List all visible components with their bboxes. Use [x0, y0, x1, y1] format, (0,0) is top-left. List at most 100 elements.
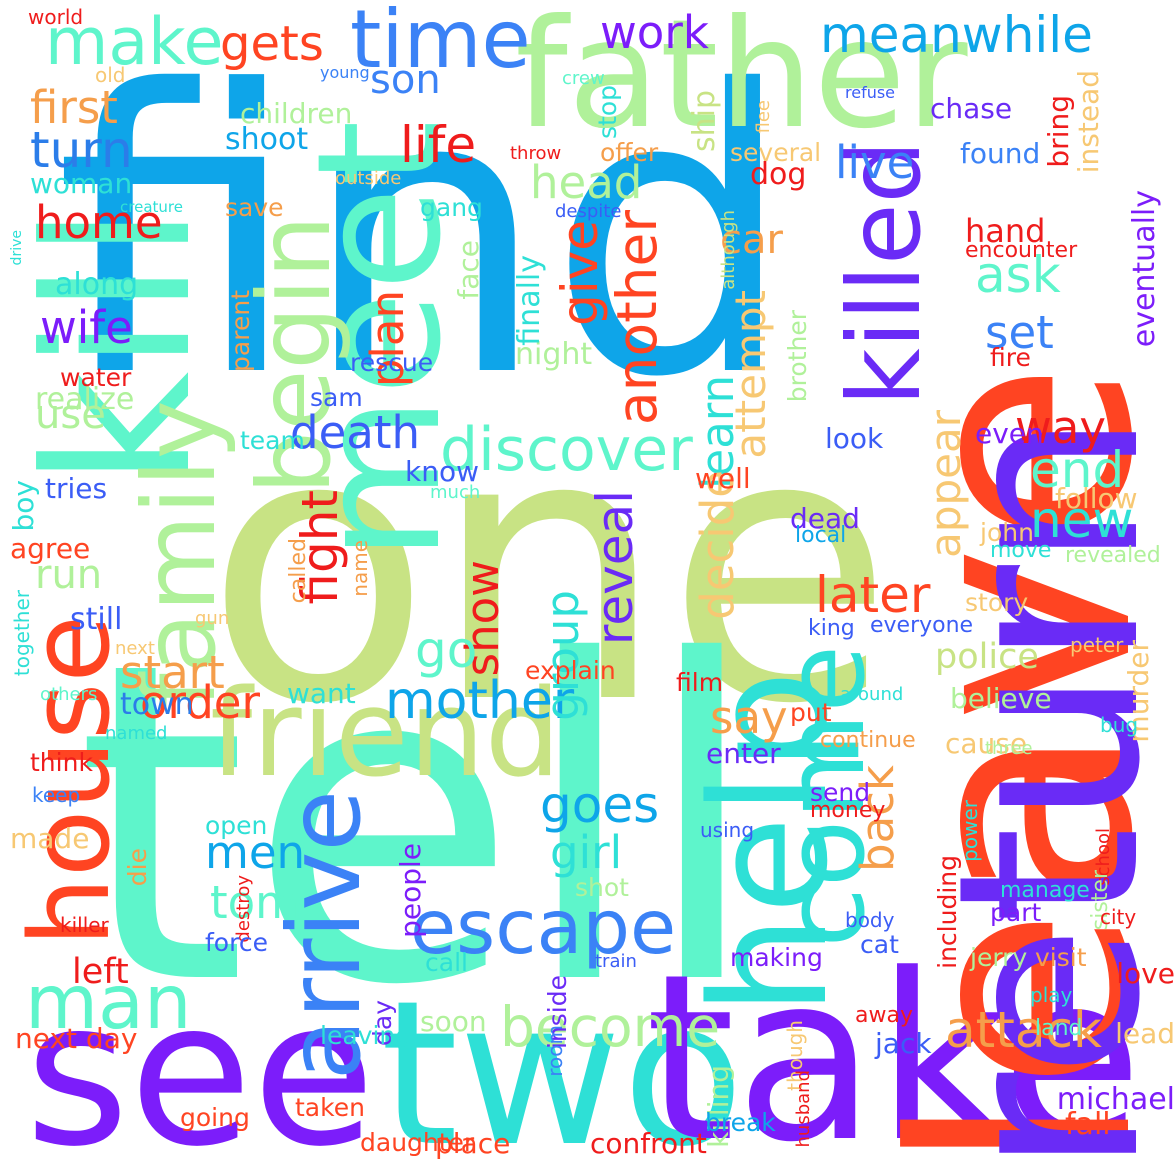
word: three — [985, 738, 1033, 759]
word: open — [205, 811, 268, 840]
word: film — [676, 668, 724, 697]
word: stop — [593, 85, 622, 139]
word: local — [795, 523, 847, 548]
word: go — [415, 621, 478, 679]
word: think — [30, 748, 93, 777]
word: gang — [420, 193, 483, 222]
word: save — [225, 193, 284, 222]
word: called — [286, 538, 311, 604]
word: leaving — [320, 1021, 412, 1050]
word: despite — [555, 201, 622, 222]
word: creature — [120, 198, 183, 216]
word: world — [28, 5, 84, 29]
word: together — [10, 590, 34, 677]
word: brother — [783, 310, 812, 403]
word: tom — [210, 876, 300, 929]
word: ship — [687, 90, 722, 153]
word: find — [55, 8, 796, 462]
word: still — [70, 602, 123, 637]
word: made — [10, 822, 90, 855]
word: jerry — [970, 943, 1028, 972]
word: police — [935, 637, 1039, 677]
word: explain — [525, 656, 616, 685]
word: chase — [930, 92, 1013, 125]
word: body — [845, 908, 895, 932]
word: want — [287, 677, 356, 710]
word: look — [825, 422, 884, 455]
word: appear — [921, 410, 970, 558]
word: old — [95, 63, 126, 87]
word: face — [452, 240, 485, 300]
word: killer — [60, 913, 109, 937]
word: home — [35, 196, 163, 249]
word: room — [543, 1025, 567, 1077]
word: king — [808, 616, 855, 641]
word: enter — [706, 737, 781, 770]
word: much — [430, 482, 481, 503]
word: john — [980, 518, 1034, 547]
word: found — [960, 137, 1041, 170]
word: later — [815, 566, 931, 624]
word: son — [370, 57, 441, 103]
word: mother — [385, 671, 575, 731]
word: another — [605, 210, 669, 426]
word: life — [400, 116, 477, 174]
word: realize — [35, 382, 135, 417]
word: fall — [1065, 1107, 1111, 1142]
word: one — [205, 355, 894, 785]
word: gun — [195, 608, 230, 629]
word: use — [35, 392, 106, 438]
word: death — [290, 406, 420, 459]
word: money — [810, 798, 886, 823]
word: encounter — [965, 238, 1078, 263]
word: become — [500, 995, 721, 1059]
word: bring — [1042, 95, 1075, 168]
word: see — [25, 958, 376, 1175]
word: power — [958, 800, 982, 862]
word: finally — [512, 255, 547, 346]
word: cause — [945, 727, 1028, 760]
word: even — [975, 417, 1044, 450]
word: shoot — [225, 122, 309, 157]
word: hand — [965, 212, 1046, 250]
word: gets — [220, 16, 324, 72]
word: tries — [45, 472, 108, 505]
word: give — [551, 220, 609, 326]
word: time — [350, 0, 531, 86]
word: team — [240, 426, 305, 455]
word: outside — [335, 168, 402, 189]
word: named — [105, 723, 168, 744]
word: goes — [540, 776, 660, 834]
word: young — [320, 63, 370, 82]
word: live — [835, 136, 915, 189]
word: say — [710, 691, 788, 744]
word: several — [730, 138, 822, 167]
word: place — [435, 1127, 511, 1160]
word: flee — [753, 100, 774, 134]
word: agree — [10, 532, 91, 565]
word: break — [705, 1108, 776, 1137]
word: girl — [550, 826, 623, 879]
word: dead — [790, 502, 860, 535]
word: die — [123, 848, 152, 887]
word: boy — [7, 480, 40, 532]
word: although — [718, 210, 739, 290]
word: refuse — [845, 83, 896, 102]
word: father — [515, 0, 968, 162]
word: first — [30, 81, 118, 134]
word: take — [645, 926, 1143, 1175]
word: next day — [15, 1022, 138, 1055]
word: run — [35, 552, 103, 598]
word: making — [730, 943, 823, 972]
word: going — [180, 1103, 250, 1132]
word: eventually — [1127, 190, 1162, 348]
word: head — [530, 156, 643, 209]
word: force — [205, 928, 268, 957]
word: set — [985, 306, 1054, 359]
word: order — [140, 676, 260, 729]
word: part — [990, 898, 1042, 927]
word: escape — [410, 883, 677, 971]
word: play — [1030, 983, 1073, 1007]
word: follow — [1055, 482, 1138, 515]
